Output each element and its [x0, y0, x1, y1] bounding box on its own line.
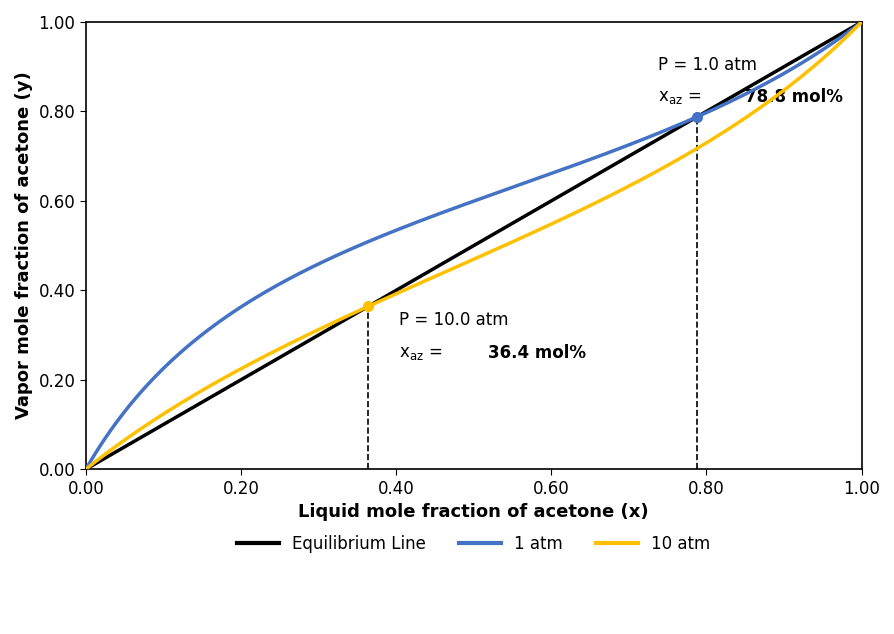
Text: x$_{\mathregular{az}}$ =: x$_{\mathregular{az}}$ = — [399, 344, 443, 363]
Text: P = 1.0 atm: P = 1.0 atm — [658, 56, 756, 74]
X-axis label: Liquid mole fraction of acetone (x): Liquid mole fraction of acetone (x) — [298, 503, 648, 521]
Text: x$_{\mathregular{az}}$ =: x$_{\mathregular{az}}$ = — [658, 87, 703, 106]
Y-axis label: Vapor mole fraction of acetone (y): Vapor mole fraction of acetone (y) — [15, 72, 33, 420]
Legend: Equilibrium Line, 1 atm, 10 atm: Equilibrium Line, 1 atm, 10 atm — [230, 528, 716, 559]
Text: P = 10.0 atm: P = 10.0 atm — [399, 311, 508, 329]
Text: 36.4 mol%: 36.4 mol% — [488, 344, 586, 363]
Text: 78.8 mol%: 78.8 mol% — [745, 87, 842, 106]
